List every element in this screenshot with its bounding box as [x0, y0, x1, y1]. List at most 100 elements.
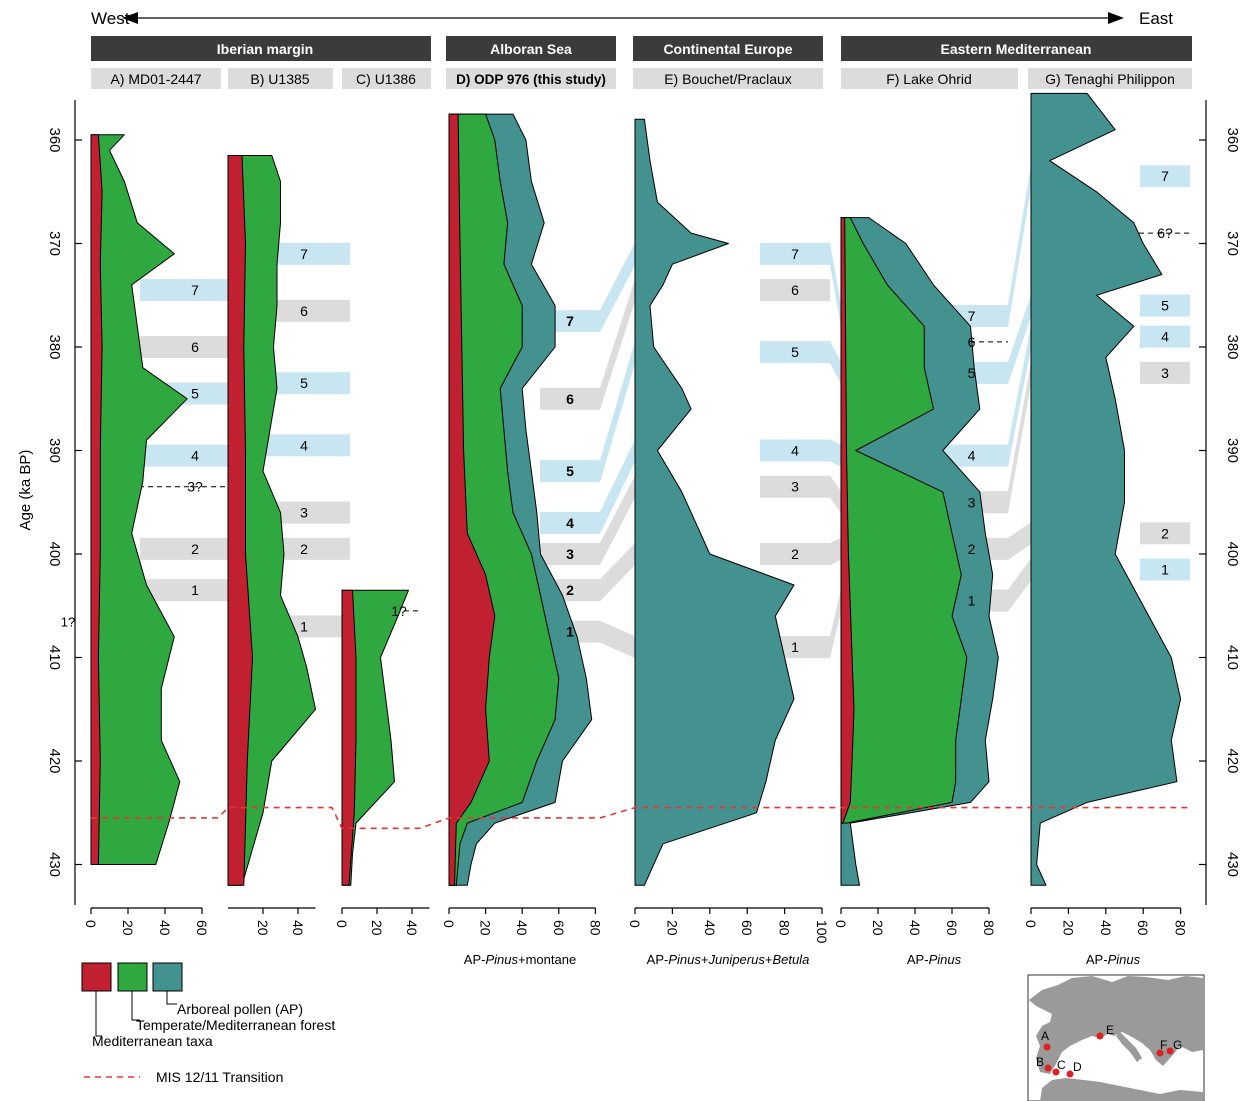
- curve-e-arboreal: [634, 118, 795, 886]
- core-label-e: E) Bouchet/Praclaux: [664, 71, 792, 87]
- y-tick-label: 410: [1224, 645, 1241, 670]
- y-tick-label: 430: [46, 852, 63, 877]
- x-tick-label: 80: [1173, 920, 1189, 936]
- x-tick-label: 40: [290, 920, 306, 936]
- x-tick-label: 20: [1060, 920, 1076, 936]
- core-label-a: A) MD01-2447: [110, 71, 201, 87]
- marker-link-d-5: [600, 341, 635, 483]
- marker-band-e-3: [760, 475, 830, 498]
- x-axis-title-e: AP-Pinus+Juniperus+Betula: [647, 952, 810, 967]
- marker-band-b-6: [258, 299, 350, 322]
- map-landmass-europe: [1029, 976, 1203, 1074]
- map-site-label-c: C: [1057, 1058, 1066, 1072]
- east-label: East: [1139, 9, 1173, 28]
- map-site-c: [1052, 1068, 1060, 1076]
- region-bar-eastern: [841, 36, 1192, 61]
- marker-label-f-4: 3: [968, 494, 976, 510]
- x-tick-label: 0: [1023, 920, 1039, 928]
- core-panels: 7 6 5 4 3? 2 1 1? 7 6 5 4 3 2 1 1? 7 6 5 4 3 2 1 7 6 5 4 3 2 1 7 6 5 4 3 2 1…: [61, 92, 1190, 944]
- y-axis-right: 360 370 380 390 400 410 420 430: [1199, 100, 1241, 905]
- marker-label-g-2: 5: [1161, 298, 1169, 314]
- pollen-curves: [90, 92, 1182, 886]
- curve-b-mediterranean: [227, 155, 253, 886]
- x-axis-title-g: AP-Pinus: [1086, 952, 1141, 967]
- map-site-label-a: A: [1041, 1029, 1049, 1043]
- marker-label-g-6: 1: [1161, 562, 1169, 578]
- map-site-e: [1096, 1032, 1104, 1040]
- region-label-eastern: Eastern Mediterranean: [941, 41, 1092, 57]
- map-site-label-b: B: [1036, 1055, 1044, 1069]
- marker-link-d-4: [600, 439, 635, 534]
- marker-label-b-6: 1: [300, 618, 308, 634]
- marker-label-g-0: 7: [1161, 168, 1169, 184]
- x-tick-label: 40: [404, 920, 420, 936]
- marker-link-e-1: [830, 589, 841, 659]
- y-axis-left: 360 370 380 390 400 410 420 430: [46, 100, 82, 905]
- core-label-c: C) U1386: [356, 71, 416, 87]
- marker-label-d-0: 7: [566, 313, 574, 329]
- legend-label-med: Mediterranean taxa: [92, 1033, 213, 1049]
- marker-band-f-4: [935, 444, 1008, 467]
- marker-link-e-4: [830, 439, 841, 467]
- marker-label-a-3: 4: [191, 448, 199, 464]
- x-tick-label: 0: [334, 920, 350, 928]
- core-box-c: [342, 68, 431, 89]
- core-box-g: [1028, 68, 1192, 89]
- mis-transition: [91, 806, 1190, 830]
- marker-label-a-0: 7: [191, 282, 199, 298]
- marker-band-a-1: [140, 579, 250, 602]
- legend-label-forest: Temperate/Mediterranean forest: [136, 1017, 335, 1033]
- inset-map: AB C D E F G: [1027, 974, 1205, 1101]
- marker-band-e-5: [760, 341, 830, 364]
- marker-band-g-5: [1140, 294, 1190, 317]
- east-arrowhead: [1108, 12, 1124, 24]
- marker-band-g-4: [1140, 325, 1190, 348]
- marker-label-a-2: 5: [191, 386, 199, 402]
- marker-label-b-2: 5: [300, 375, 308, 391]
- marker-band-a-4: [140, 444, 250, 467]
- legend-leader-med: [95, 991, 102, 1037]
- region-bar-alboran: [446, 36, 616, 61]
- marker-labels: 7 6 5 4 3? 2 1 1? 7 6 5 4 3 2 1 1? 7 6 5 4 3 2 1 7 6 5 4 3 2 1 7 6 5 4 3 2 1…: [61, 168, 1173, 655]
- x-tick-label: 20: [870, 920, 886, 936]
- core-box-d: [446, 68, 616, 89]
- marker-label-d-5: 2: [566, 582, 574, 598]
- marker-label-g-1: 6?: [1157, 225, 1173, 241]
- legend-transition-label: MIS 12/11 Transition: [156, 1069, 283, 1085]
- x-tick-label: 40: [157, 920, 173, 936]
- marker-label-b-4: 3: [300, 505, 308, 521]
- marker-label-e-0: 7: [791, 246, 799, 262]
- region-label-continental: Continental Europe: [663, 41, 792, 57]
- marker-band-e-4: [760, 439, 830, 462]
- x-tick-label: 0: [441, 920, 457, 928]
- marker-label-b-5: 2: [300, 541, 308, 557]
- mis-transition-line: [91, 806, 1190, 830]
- map-site-b: [1044, 1064, 1052, 1072]
- y-tick-label: 370: [46, 231, 63, 256]
- legend-label-ap: Arboreal pollen (AP): [177, 1001, 303, 1017]
- x-axes: 0 20 40 60 20 40 0 20 40 0 20 40 60 80 0 20 40 60 80 100 0 20…: [83, 907, 1189, 944]
- map-africa: [1040, 1078, 1203, 1101]
- marker-link-f-1: [1008, 558, 1031, 612]
- marker-link-d-6: [600, 279, 635, 410]
- marker-band-b-4: [258, 434, 350, 457]
- marker-label-f-1: 6: [968, 334, 976, 350]
- marker-label-c-0: 1?: [391, 603, 407, 619]
- marker-band-e-6: [760, 279, 830, 302]
- core-label-g: G) Tenaghi Philippon: [1045, 71, 1175, 87]
- map-site-label-e: E: [1106, 1023, 1114, 1037]
- marker-label-e-4: 3: [791, 479, 799, 495]
- legend-leader-ap: [166, 991, 177, 1005]
- marker-band-e-2: [760, 543, 830, 565]
- core-box-b: [228, 68, 333, 89]
- marker-link-e-3: [830, 475, 841, 514]
- y-tick-label: 400: [1224, 541, 1241, 566]
- marker-label-d-1: 6: [566, 391, 574, 407]
- marker-link-e-7: [830, 242, 841, 327]
- marker-label-f-5: 2: [968, 541, 976, 557]
- x-tick-label: 20: [369, 920, 385, 936]
- marker-label-f-0: 7: [968, 308, 976, 324]
- x-tick-label: 40: [1098, 920, 1114, 936]
- y-tick-label: 360: [1224, 127, 1241, 152]
- marker-label-b-1: 6: [300, 303, 308, 319]
